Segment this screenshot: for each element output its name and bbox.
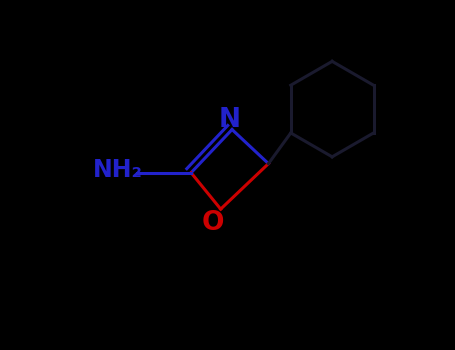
Text: N: N <box>219 106 241 133</box>
Text: O: O <box>201 210 224 236</box>
Text: NH₂: NH₂ <box>93 159 143 182</box>
